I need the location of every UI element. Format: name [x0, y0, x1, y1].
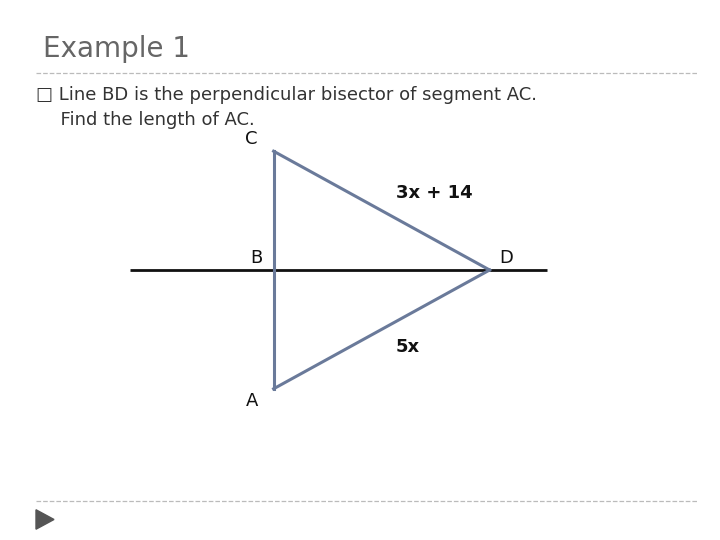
Text: C: C — [246, 131, 258, 149]
Text: A: A — [246, 392, 258, 409]
Text: Example 1: Example 1 — [43, 35, 190, 63]
Text: □ Line BD is the perpendicular bisector of segment AC.: □ Line BD is the perpendicular bisector … — [36, 86, 537, 104]
Text: Find the length of AC.: Find the length of AC. — [49, 111, 255, 129]
Text: B: B — [251, 249, 263, 267]
Text: 5x: 5x — [396, 338, 420, 355]
Polygon shape — [36, 510, 54, 529]
Text: D: D — [499, 249, 513, 267]
Text: 3x + 14: 3x + 14 — [396, 185, 472, 202]
